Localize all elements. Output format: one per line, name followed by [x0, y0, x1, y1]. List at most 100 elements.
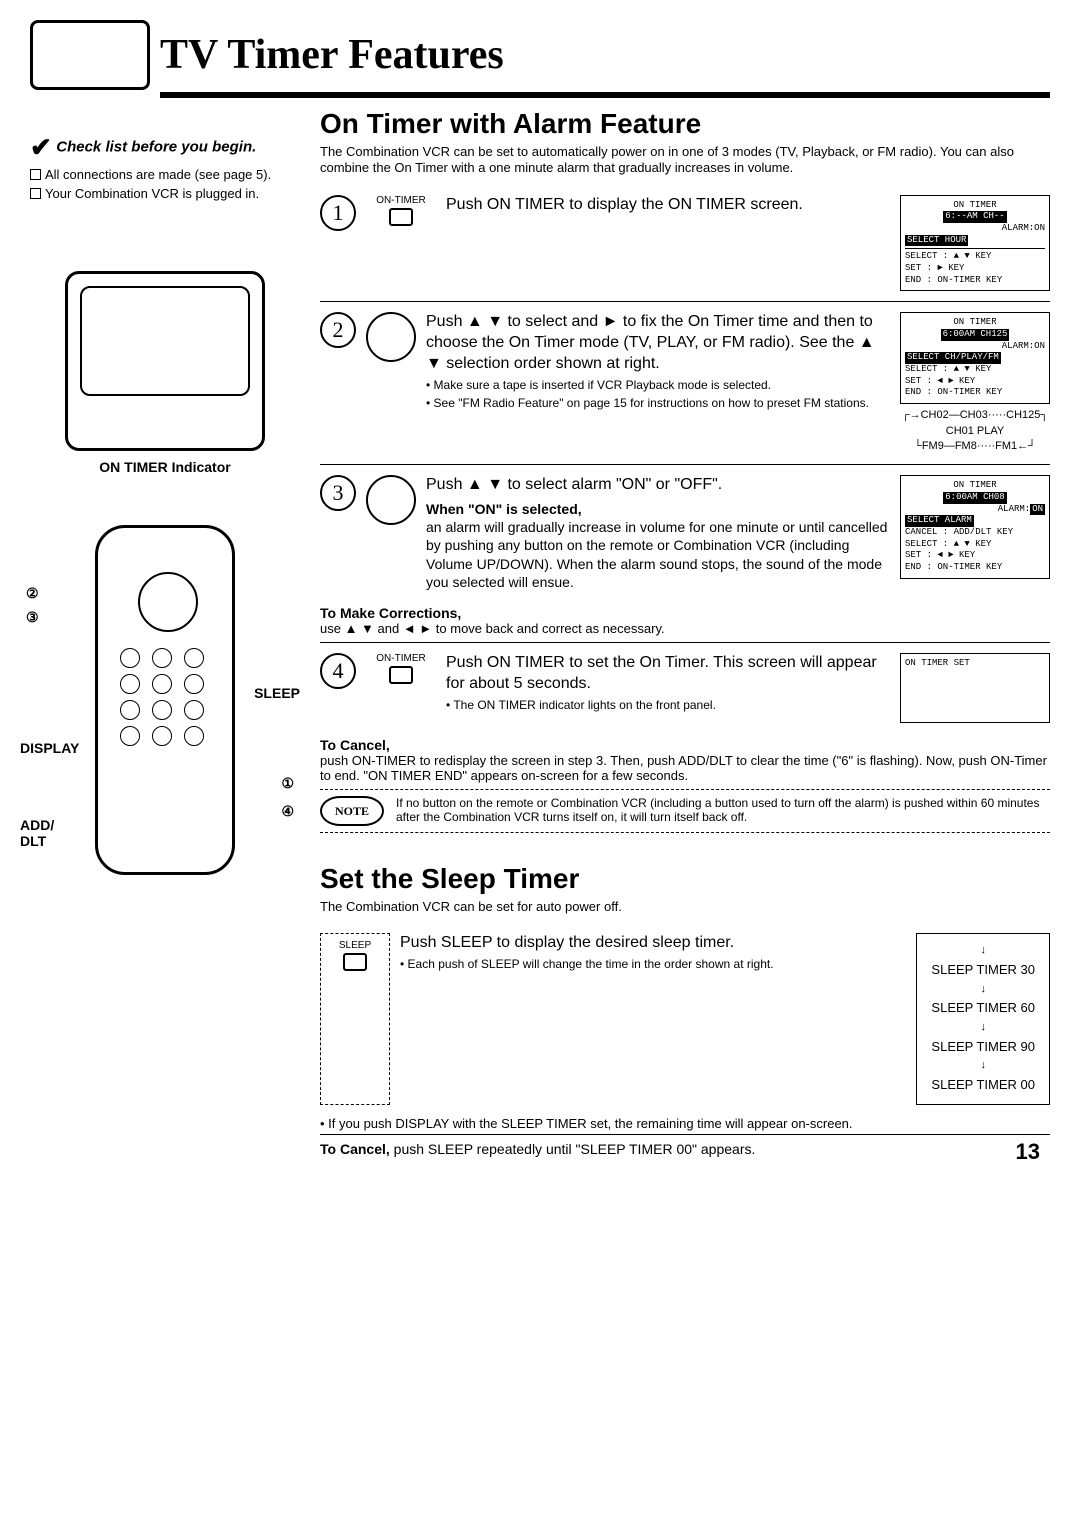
osd-screen: ON TIMER 6:00AM CH125 ALARM:ON SELECT CH…: [900, 312, 1050, 404]
title-row: TV Timer Features: [30, 20, 1050, 90]
step-text: Push SLEEP to display the desired sleep …: [400, 933, 906, 954]
divider: [320, 1134, 1050, 1135]
osd-line: 6:00AM CH08: [943, 492, 1006, 504]
step-body-text: an alarm will gradually increase in volu…: [426, 518, 890, 591]
left-column: ✔ Check list before you begin. All conne…: [30, 108, 300, 1157]
bullet: • Each push of SLEEP will change the tim…: [408, 957, 906, 973]
button-icon: [389, 666, 413, 684]
step-2: 2 Push ▲ ▼ to select and ► to fix the On…: [320, 304, 1050, 462]
button-label: ON-TIMER: [366, 195, 436, 206]
osd-line: ALARM:ON: [905, 223, 1045, 235]
remote-sleep-label: SLEEP: [254, 685, 300, 701]
step-number-icon: 3: [320, 475, 356, 511]
step-1: 1 ON-TIMER Push ON TIMER to display the …: [320, 187, 1050, 300]
osd-line: ON TIMER: [905, 480, 1045, 492]
button-label: SLEEP: [327, 940, 383, 951]
osd-line: ALARM:ON: [905, 341, 1045, 353]
step-text: Push ON TIMER to set the On Timer. This …: [446, 653, 890, 695]
remote-dpad-icon: [138, 572, 198, 632]
step-number-icon: 1: [320, 195, 356, 231]
checkbox-icon: [30, 169, 41, 180]
page-title: TV Timer Features: [160, 31, 504, 79]
osd-line: END : ON-TIMER KEY: [905, 562, 1045, 574]
cancel-section: To Cancel, push ON-TIMER to redisplay th…: [320, 737, 1050, 783]
checklist-title: Check list before you begin.: [56, 139, 256, 156]
sleep-cycle-item: SLEEP TIMER 90: [931, 1037, 1035, 1058]
sleep-cycle-item: SLEEP TIMER 30: [931, 960, 1035, 981]
osd-line: END : ON-TIMER KEY: [905, 275, 1045, 287]
note-row: NOTE If no button on the remote or Combi…: [320, 789, 1050, 833]
osd-line: SELECT CH/PLAY/FM: [905, 352, 1001, 364]
osd-line: SET : ◄ ► KEY: [905, 376, 1045, 388]
remote-keypad: [120, 648, 210, 746]
channel-cycle: ┌→CH02—CH03·····CH125┐ CH01 PLAY └FM9—FM…: [900, 408, 1050, 454]
osd-line: 6:00AM CH125: [941, 329, 1010, 341]
corrections-title: To Make Corrections,: [320, 605, 461, 621]
cancel-title: To Cancel,: [320, 737, 390, 753]
corrections-text: use ▲ ▼ and ◄ ► to move back and correct…: [320, 621, 665, 636]
osd-line: CANCEL : ADD/DLT KEY: [905, 527, 1045, 539]
osd-line: SELECT : ▲ ▼ KEY: [905, 539, 1045, 551]
title-rule: [160, 92, 1050, 98]
osd-line: END : ON-TIMER KEY: [905, 387, 1045, 399]
checklist-text: All connections are made (see page 5).: [45, 167, 271, 182]
dpad-icon: [366, 475, 416, 525]
osd-line: SELECT : ▲ ▼ KEY: [905, 364, 1045, 376]
note-icon: NOTE: [320, 796, 384, 826]
checklist-item: All connections are made (see page 5).: [30, 167, 300, 182]
tv-caption: ON TIMER Indicator: [30, 459, 300, 475]
divider: [320, 464, 1050, 465]
sleep-intro: The Combination VCR can be set for auto …: [320, 899, 1050, 915]
sleep-cancel-title: To Cancel,: [320, 1141, 390, 1157]
sleep-step: SLEEP Push SLEEP to display the desired …: [320, 925, 1050, 1113]
divider: [320, 642, 1050, 643]
osd-line: 6:--AM CH--: [943, 211, 1006, 223]
sleep-title: Set the Sleep Timer: [320, 863, 1050, 895]
step-button-illus: ON-TIMER: [366, 195, 436, 292]
step-text: Push ▲ ▼ to select alarm "ON" or "OFF".: [426, 475, 890, 496]
osd-line: ON TIMER SET: [905, 658, 1045, 670]
remote-callout-2: ②: [26, 585, 39, 602]
ontimer-title: On Timer with Alarm Feature: [320, 108, 1050, 140]
remote-illustration: [95, 525, 235, 875]
sleep-cancel: To Cancel, push SLEEP repeatedly until "…: [320, 1141, 1050, 1157]
osd-line: ON TIMER: [905, 200, 1045, 212]
tv-logo-icon: [30, 20, 150, 90]
step-number-icon: 2: [320, 312, 356, 348]
cancel-text: push ON-TIMER to redisplay the screen in…: [320, 753, 1047, 783]
step-4: 4 ON-TIMER Push ON TIMER to set the On T…: [320, 645, 1050, 731]
checklist-item: Your Combination VCR is plugged in.: [30, 186, 300, 201]
osd-line: SELECT : ▲ ▼ KEY: [905, 251, 1045, 263]
tv-illustration: [65, 271, 265, 451]
bullet: • Make sure a tape is inserted if VCR Pl…: [434, 378, 890, 394]
step-number-icon: 4: [320, 653, 356, 689]
bullet: • See "FM Radio Feature" on page 15 for …: [434, 396, 890, 412]
note-text: If no button on the remote or Combinatio…: [396, 796, 1050, 826]
right-column: On Timer with Alarm Feature The Combinat…: [320, 108, 1050, 1157]
osd-line: SELECT HOUR: [905, 235, 968, 247]
sleep-cycle-item: SLEEP TIMER 60: [931, 998, 1035, 1019]
osd-line: SET : ◄ ► KEY: [905, 550, 1045, 562]
remote-callout-4: ④: [281, 803, 294, 820]
dpad-icon: [366, 312, 416, 362]
button-icon: [343, 953, 367, 971]
osd-screen: ON TIMER 6:00AM CH08 ALARM:ON SELECT ALA…: [900, 475, 1050, 579]
bullet: • If you push DISPLAY with the SLEEP TIM…: [328, 1116, 1050, 1131]
button-label: ON-TIMER: [366, 653, 436, 664]
check-icon: ✔: [30, 132, 52, 163]
remote-display-label: DISPLAY: [20, 740, 79, 756]
osd-screen: ON TIMER 6:--AM CH-- ALARM:ON SELECT HOU…: [900, 195, 1050, 292]
checklist-text: Your Combination VCR is plugged in.: [45, 186, 259, 201]
step-text: Push ON TIMER to display the ON TIMER sc…: [446, 195, 890, 216]
osd-line: ON TIMER: [905, 317, 1045, 329]
osd-screen: ON TIMER SET: [900, 653, 1050, 723]
divider: [320, 301, 1050, 302]
step-subhead: When "ON" is selected,: [426, 500, 890, 518]
bullet: • The ON TIMER indicator lights on the f…: [454, 698, 890, 714]
osd-line: SET : ► KEY: [905, 263, 1045, 275]
step-text: Push ▲ ▼ to select and ► to fix the On T…: [426, 312, 890, 374]
remote-adddlt-label: ADD/ DLT: [20, 817, 54, 849]
step-button-illus: ON-TIMER: [366, 653, 436, 723]
corrections: To Make Corrections, use ▲ ▼ and ◄ ► to …: [320, 605, 1050, 636]
remote-callout-3: ③: [26, 609, 39, 626]
